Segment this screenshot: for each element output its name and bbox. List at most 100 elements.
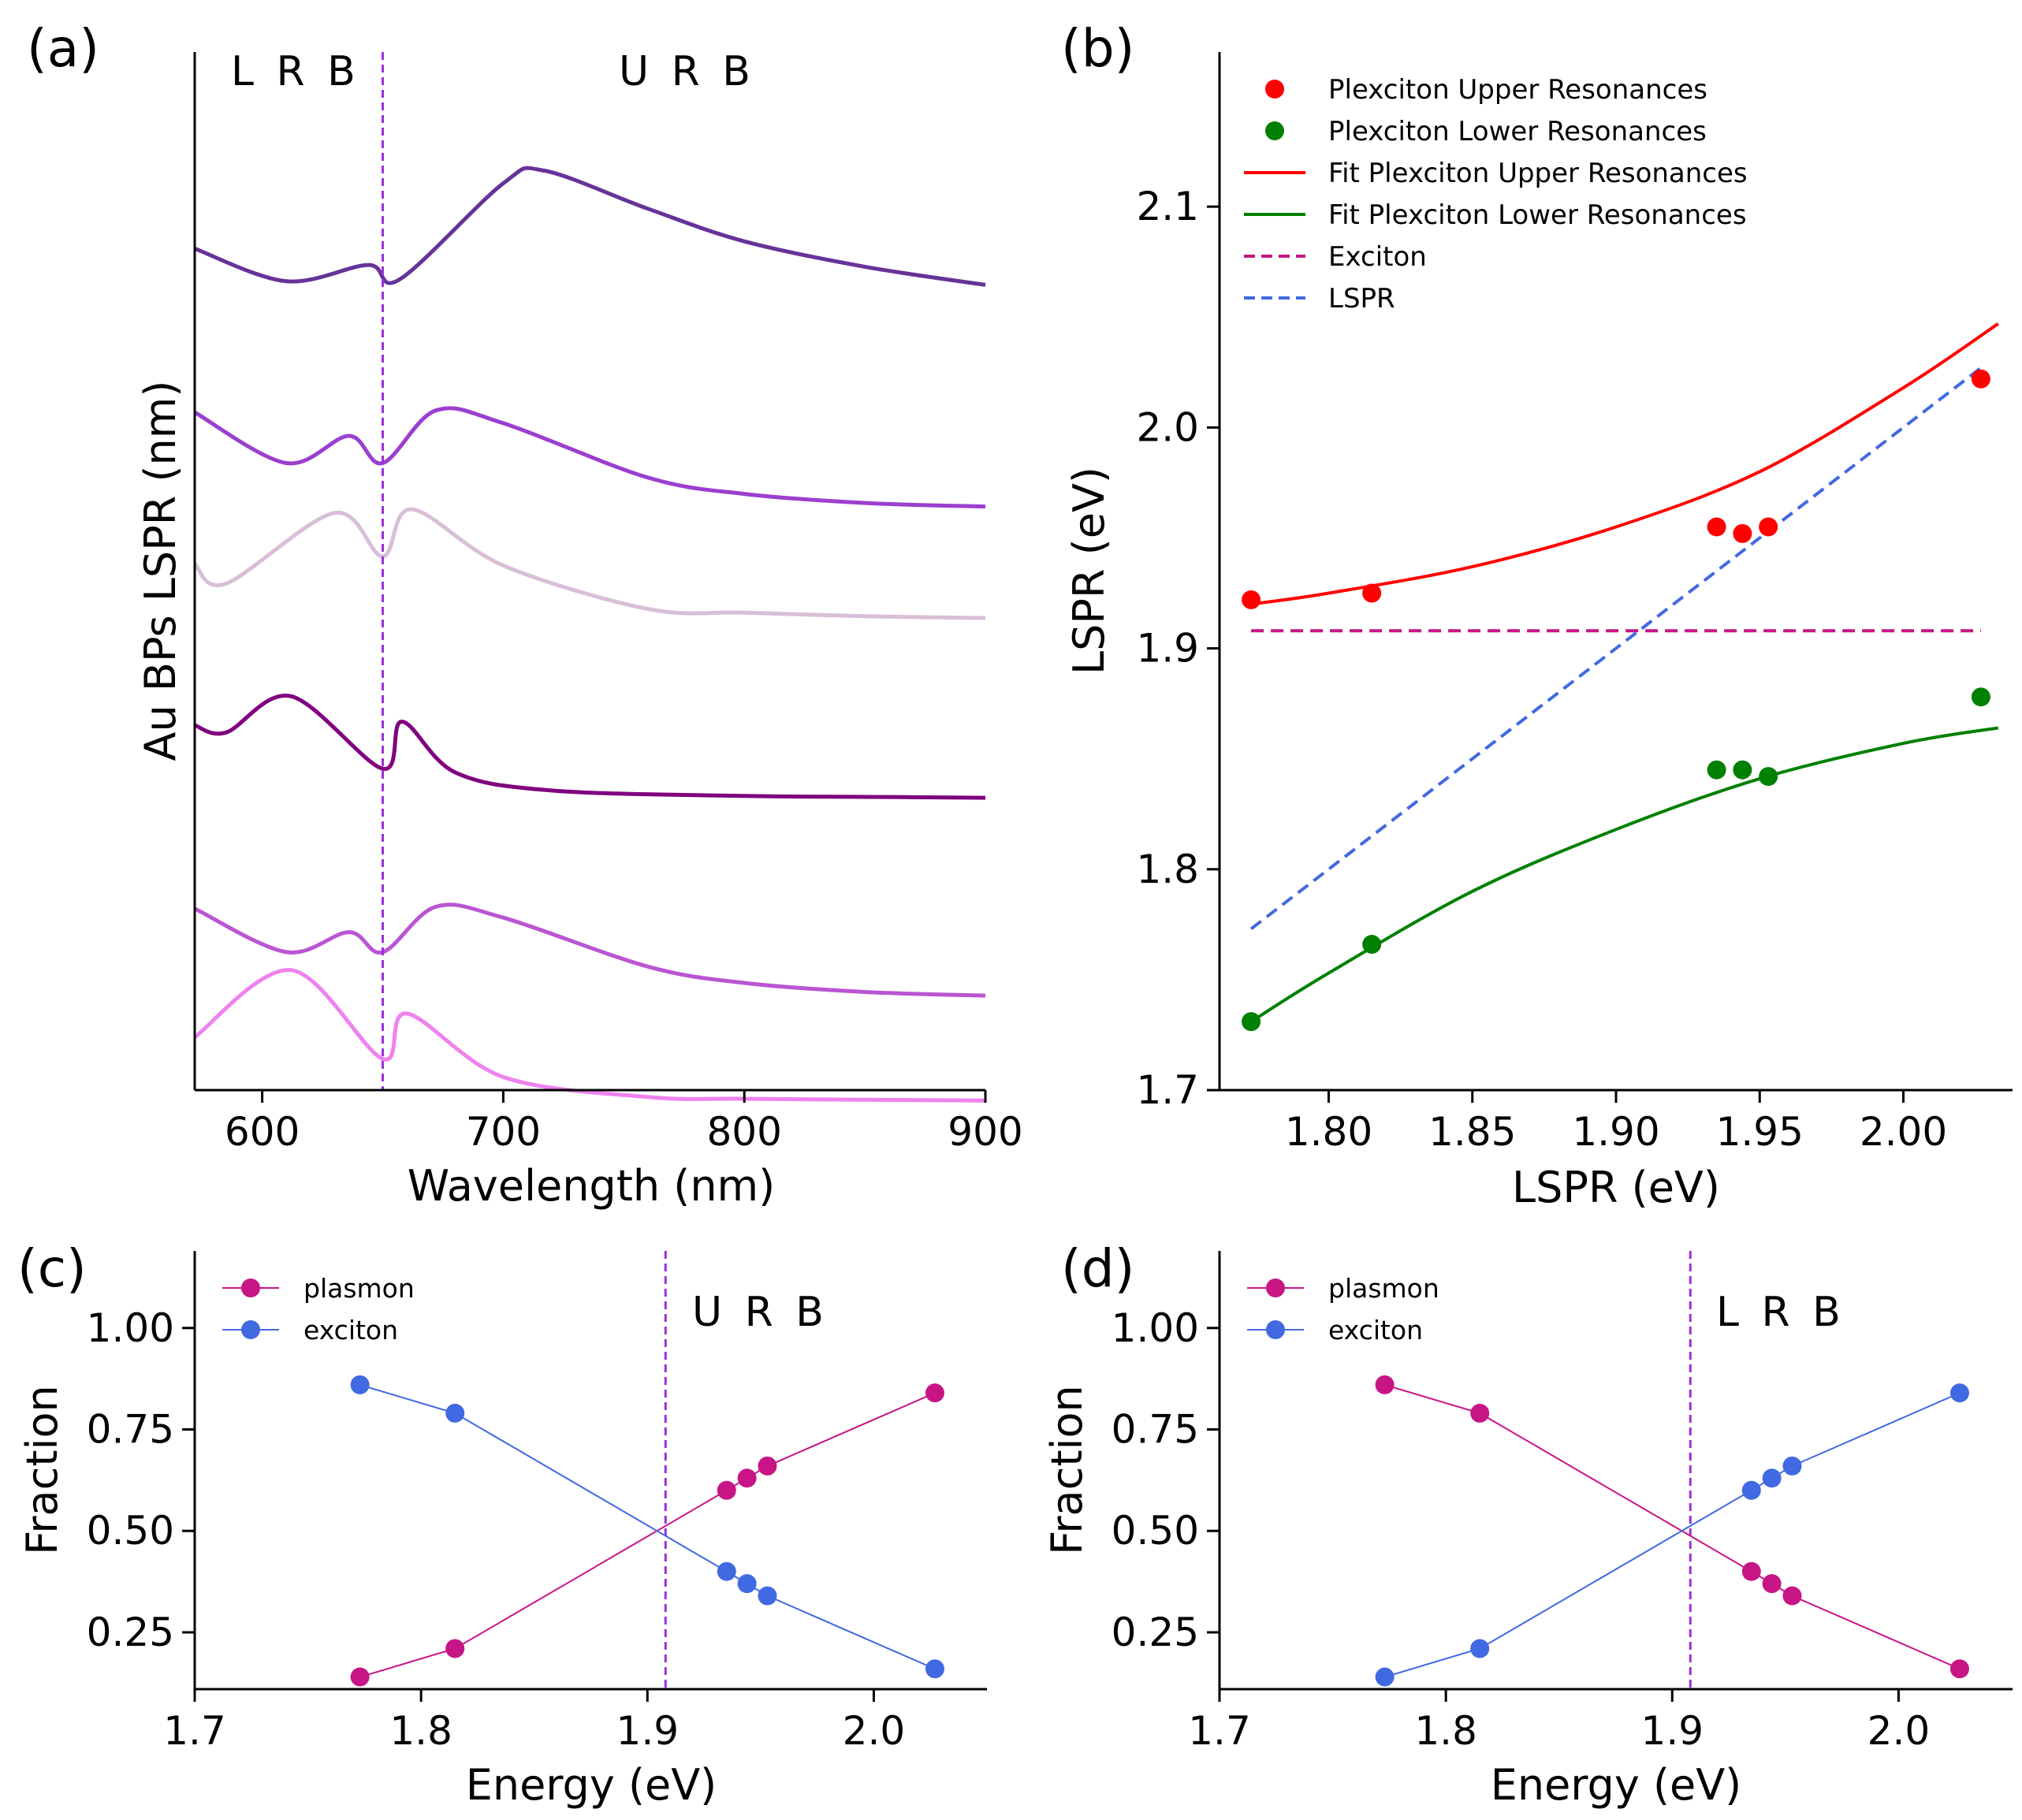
panel-d-legend: plasmon exciton — [1247, 1273, 1439, 1345]
x-tick-label: 1.8 — [1414, 1708, 1477, 1754]
panel-d-x-ticks: 1.7 1.8 1.9 2.0 — [1188, 1689, 1930, 1754]
y-tick-label: 1.7 — [1136, 1067, 1199, 1113]
data-point — [737, 1574, 757, 1594]
panel-c-y-ticks: 0.25 0.50 0.75 1.00 — [87, 1305, 195, 1655]
panel-d-legend-exciton: exciton — [1328, 1315, 1423, 1345]
x-tick-label: 1.80 — [1285, 1109, 1372, 1155]
data-point — [1242, 590, 1261, 609]
panel-d-legend-exciton-marker — [1266, 1320, 1285, 1339]
data-point — [1470, 1403, 1490, 1423]
panel-c-legend-plasmon-marker — [241, 1278, 260, 1297]
spectrum-line — [194, 694, 986, 800]
data-point — [445, 1403, 465, 1423]
panel-c-urb-label: U R B — [692, 1289, 829, 1336]
y-tick-label: 0.75 — [87, 1407, 174, 1453]
panel-a-urb-label: U R B — [619, 48, 755, 95]
panel-d-lrb-label: L R B — [1716, 1289, 1845, 1336]
data-point — [1741, 1480, 1761, 1500]
legend-fit-upper: Fit Plexciton Upper Resonances — [1328, 158, 1748, 189]
data-point — [758, 1586, 777, 1606]
data-point — [717, 1480, 736, 1500]
data-point — [1242, 1012, 1261, 1032]
legend-lower-marker — [1265, 121, 1284, 140]
data-point — [445, 1639, 465, 1658]
panel-a-x-title: Wavelength (nm) — [408, 1161, 775, 1211]
panel-d-label: (d) — [1061, 1238, 1134, 1299]
series-line — [1384, 1383, 1961, 1670]
y-tick-label: 0.50 — [87, 1508, 174, 1554]
panel-d-x-title: Energy (eV) — [1491, 1760, 1742, 1810]
data-point — [350, 1375, 370, 1394]
x-tick-label: 800 — [706, 1109, 781, 1155]
data-point — [1971, 369, 1990, 389]
panel-b-y-title: LSPR (eV) — [1064, 467, 1114, 675]
x-tick-label: 1.95 — [1716, 1109, 1804, 1155]
data-point — [1949, 1659, 1969, 1679]
x-tick-label: 2.00 — [1860, 1109, 1947, 1155]
legend-lower-resonances: Plexciton Lower Resonances — [1328, 116, 1707, 147]
series-line — [359, 1392, 936, 1678]
data-point — [1362, 935, 1382, 955]
data-point — [925, 1659, 944, 1679]
panel-c-x-title: Energy (eV) — [466, 1760, 717, 1810]
y-tick-label: 0.75 — [1112, 1407, 1199, 1453]
spectrum-line — [193, 406, 986, 509]
x-tick-label: 700 — [466, 1109, 541, 1155]
data-point — [1762, 1468, 1782, 1488]
data-point — [1733, 760, 1752, 780]
y-tick-label: 2.1 — [1136, 184, 1199, 229]
panel-a: (a) L R B U R B 600 700 800 900 Wavelength … — [27, 18, 1023, 1211]
series-line — [1250, 322, 1999, 606]
panel-d-y-title: Fraction — [1042, 1385, 1092, 1555]
panel-c-y-title: Fraction — [17, 1385, 67, 1555]
panel-a-x-ticks: 600 700 800 900 — [225, 1090, 1023, 1155]
data-point — [1949, 1383, 1969, 1403]
data-point — [350, 1667, 370, 1687]
spectrum-line — [193, 507, 986, 620]
data-point — [1741, 1561, 1761, 1581]
x-tick-label: 1.90 — [1572, 1109, 1659, 1155]
data-point — [1362, 583, 1382, 603]
x-tick-label: 900 — [948, 1109, 1022, 1155]
panel-c: (c) U R B 1.7 1.8 1.9 2.0 0.250.500.751.00 … — [17, 1238, 987, 1810]
panel-c-label: (c) — [17, 1238, 87, 1299]
panel-c-plot — [350, 1251, 944, 1689]
series-line — [359, 1383, 936, 1670]
y-tick-label: 1.00 — [1112, 1305, 1199, 1351]
panel-c-x-ticks: 1.7 1.8 1.9 2.0 — [163, 1689, 905, 1754]
panel-d-legend-plasmon-marker — [1266, 1278, 1285, 1297]
x-tick-label: 1.85 — [1428, 1109, 1516, 1155]
data-point — [1759, 767, 1778, 787]
spectrum-line — [193, 968, 986, 1103]
series-line — [1250, 726, 1999, 1023]
legend-lspr: LSPR — [1328, 283, 1395, 314]
legend-upper-marker — [1265, 80, 1284, 99]
y-tick-label: 1.8 — [1136, 847, 1199, 892]
x-tick-label: 1.8 — [389, 1708, 452, 1754]
y-tick-label: 0.25 — [87, 1610, 174, 1655]
spectrum-line — [193, 903, 986, 998]
data-point — [1375, 1375, 1395, 1394]
y-tick-label: 1.9 — [1136, 626, 1199, 672]
x-tick-label: 1.7 — [1188, 1708, 1251, 1754]
data-point — [1782, 1586, 1802, 1606]
panel-a-y-title: Au BPs LSPR (nm) — [136, 381, 185, 761]
panel-c-legend-plasmon: plasmon — [303, 1273, 415, 1304]
data-point — [925, 1383, 944, 1403]
y-tick-label: 0.25 — [1112, 1610, 1199, 1655]
data-point — [1707, 517, 1726, 537]
y-tick-label: 1.00 — [87, 1305, 174, 1351]
panel-a-label: (a) — [27, 18, 99, 79]
panel-b-legend: Plexciton Upper Resonances Plexciton Low… — [1244, 74, 1748, 314]
panel-c-legend-exciton-marker — [241, 1320, 260, 1339]
data-point — [1470, 1639, 1490, 1658]
data-point — [1707, 760, 1726, 780]
panel-b-label: (b) — [1061, 18, 1134, 79]
x-tick-label: 1.7 — [163, 1708, 226, 1754]
panel-b-y-ticks: 1.7 1.8 1.9 2.0 2.1 — [1136, 184, 1220, 1113]
panel-d-legend-plasmon: plasmon — [1328, 1273, 1439, 1304]
legend-exciton: Exciton — [1328, 241, 1427, 273]
data-point — [1759, 517, 1778, 537]
data-point — [1971, 687, 1990, 707]
